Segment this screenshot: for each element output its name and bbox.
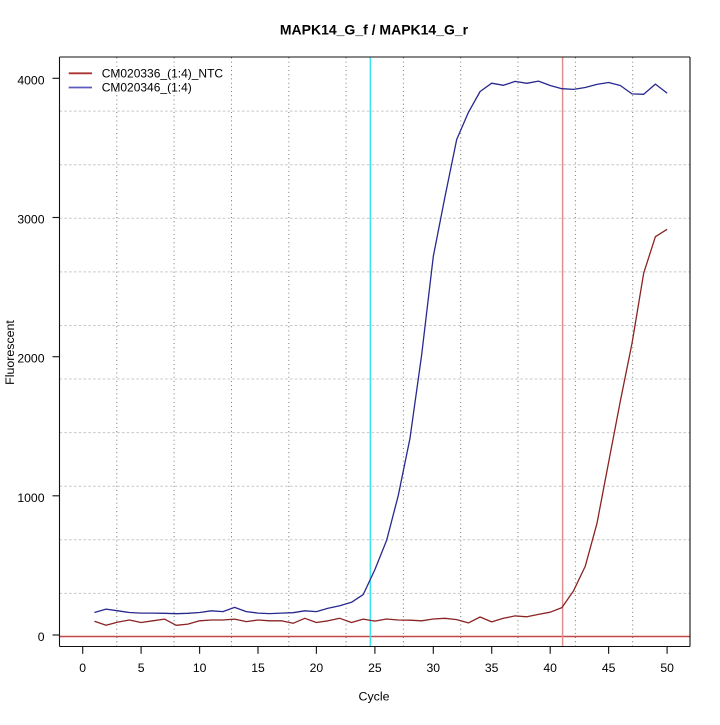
svg-text:10: 10 [193,661,207,675]
svg-text:20: 20 [310,661,324,675]
svg-text:5: 5 [138,661,145,675]
svg-text:CM020336_(1:4)_NTC: CM020336_(1:4)_NTC [102,66,224,80]
svg-text:40: 40 [543,661,557,675]
svg-text:35: 35 [485,661,499,675]
svg-text:4000: 4000 [17,73,44,87]
svg-text:25: 25 [368,661,382,675]
svg-text:0: 0 [79,661,86,675]
svg-text:15: 15 [251,661,265,675]
svg-text:1000: 1000 [17,491,44,505]
svg-text:2000: 2000 [17,352,44,366]
svg-text:Cycle: Cycle [359,689,390,703]
svg-text:Fluorescent: Fluorescent [3,320,17,385]
svg-text:30: 30 [427,661,441,675]
svg-text:3000: 3000 [17,213,44,227]
svg-text:MAPK14_G_f / MAPK14_G_r: MAPK14_G_f / MAPK14_G_r [280,22,469,38]
svg-text:50: 50 [660,661,674,675]
svg-text:CM020346_(1:4): CM020346_(1:4) [102,81,192,95]
svg-text:45: 45 [602,661,616,675]
svg-text:0: 0 [38,630,45,644]
